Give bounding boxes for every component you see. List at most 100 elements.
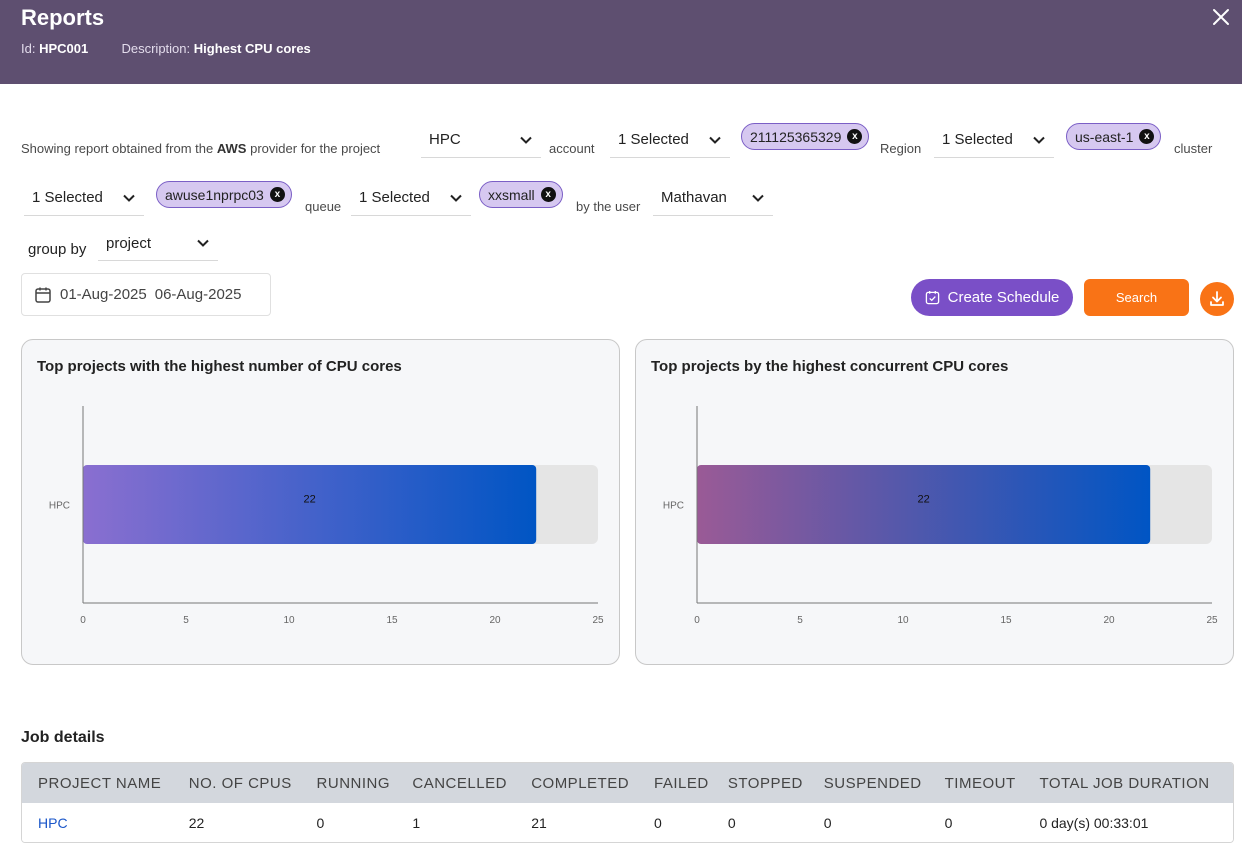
groupby-label: group by bbox=[28, 241, 87, 258]
column-header: RUNNING bbox=[300, 763, 397, 803]
project-dropdown[interactable]: HPC bbox=[421, 122, 541, 158]
account-dropdown[interactable]: 1 Selected bbox=[610, 122, 730, 158]
cluster-chip-label: awuse1nprpc03 bbox=[165, 186, 264, 203]
calendar-icon bbox=[35, 287, 51, 303]
column-header: NO. OF CPUS bbox=[172, 763, 301, 803]
date-end: 06-Aug-2025 bbox=[154, 286, 242, 303]
tick-label: 15 bbox=[386, 615, 398, 626]
queue-dropdown-value: 1 Selected bbox=[359, 189, 430, 206]
download-button[interactable] bbox=[1200, 282, 1234, 316]
remove-chip-icon[interactable]: x bbox=[847, 129, 863, 144]
tick-label: 5 bbox=[797, 615, 803, 626]
job-details-table: PROJECT NAME NO. OF CPUS RUNNING CANCELLED C… bbox=[21, 762, 1234, 843]
tick-label: 10 bbox=[897, 615, 909, 626]
groupby-dropdown[interactable]: project bbox=[98, 226, 218, 261]
chevron-down-icon bbox=[709, 136, 721, 144]
chart-title: Top projects with the highest number of … bbox=[37, 358, 402, 375]
chart-card-cpu-cores: Top projects with the highest number of … bbox=[21, 339, 620, 665]
table-cell: 0 bbox=[637, 803, 712, 842]
bar bbox=[83, 465, 537, 544]
table-cell: 0 bbox=[928, 803, 1024, 842]
groupby-dropdown-value: project bbox=[106, 234, 152, 252]
category-label: HPC bbox=[49, 501, 70, 512]
account-chip-label: 211125365329 bbox=[750, 128, 842, 145]
page-title: Reports bbox=[21, 5, 105, 30]
region-dropdown[interactable]: 1 Selected bbox=[934, 122, 1054, 158]
date-start: 01-Aug-2025 bbox=[60, 286, 147, 303]
cpu-cores-bar-chart: HPC 22 0 5 10 15 20 25 bbox=[49, 406, 604, 626]
tick-label: 0 bbox=[694, 615, 700, 626]
queue-dropdown[interactable]: 1 Selected bbox=[351, 180, 471, 216]
tick-label: 25 bbox=[592, 615, 604, 626]
table-cell: 21 bbox=[515, 803, 638, 842]
column-header: STOPPED bbox=[711, 763, 808, 803]
id-value: HPC001 bbox=[39, 41, 89, 56]
account-label: account bbox=[549, 141, 595, 156]
description-label: Description: bbox=[121, 41, 191, 56]
create-schedule-label: Create Schedule bbox=[947, 289, 1060, 306]
table-body: HPC 22 0 1 21 0 0 0 0 0 day(s) 00:33:01 bbox=[22, 803, 1233, 842]
chart-card-concurrent-cpu: Top projects by the highest concurrent C… bbox=[635, 339, 1234, 665]
close-icon[interactable] bbox=[1210, 6, 1232, 28]
column-header: CANCELLED bbox=[396, 763, 516, 803]
table-header-row: PROJECT NAME NO. OF CPUS RUNNING CANCELLED C… bbox=[22, 763, 1233, 803]
queue-chip-label: xxsmall bbox=[488, 186, 535, 203]
data-label: 22 bbox=[917, 494, 929, 506]
bar bbox=[697, 465, 1151, 544]
column-header: TOTAL JOB DURATION bbox=[1023, 763, 1233, 803]
chart-title: Top projects by the highest concurrent C… bbox=[651, 358, 1009, 375]
table-cell: 0 bbox=[300, 803, 397, 842]
account-dropdown-value: 1 Selected bbox=[618, 131, 689, 148]
table-row: HPC 22 0 1 21 0 0 0 0 0 day(s) 00:33:01 bbox=[22, 803, 1233, 842]
chevron-down-icon bbox=[197, 239, 209, 247]
create-schedule-button[interactable]: Create Schedule bbox=[911, 279, 1073, 316]
column-header: COMPLETED bbox=[515, 763, 638, 803]
download-icon bbox=[1210, 291, 1224, 306]
tick-label: 10 bbox=[283, 615, 295, 626]
account-chip: 211125365329 x bbox=[741, 123, 870, 150]
provider-name: AWS bbox=[216, 141, 247, 156]
id-label: Id: bbox=[21, 41, 36, 56]
table-cell: 1 bbox=[396, 803, 516, 842]
region-chip-label: us-east-1 bbox=[1075, 128, 1134, 145]
column-header: TIMEOUT bbox=[928, 763, 1024, 803]
intro-suffix: provider for the project bbox=[250, 141, 381, 156]
description-value: Highest CPU cores bbox=[193, 41, 311, 56]
remove-chip-icon[interactable]: x bbox=[540, 187, 556, 202]
tick-label: 25 bbox=[1206, 615, 1218, 626]
tick-label: 5 bbox=[183, 615, 189, 626]
user-label: by the user bbox=[576, 199, 641, 214]
project-dropdown-value: HPC bbox=[429, 131, 461, 148]
tick-label: 20 bbox=[489, 615, 501, 626]
concurrent-cpu-bar-chart: HPC 22 0 5 10 15 20 25 bbox=[663, 406, 1218, 626]
column-header: FAILED bbox=[637, 763, 712, 803]
queue-chip: xxsmall x bbox=[479, 181, 563, 208]
report-intro-text: Showing report obtained from the AWS pro… bbox=[21, 141, 380, 156]
table-cell: 0 bbox=[807, 803, 929, 842]
queue-label: queue bbox=[305, 199, 342, 214]
data-label: 22 bbox=[303, 494, 315, 506]
category-label: HPC bbox=[663, 501, 684, 512]
job-details-title: Job details bbox=[21, 729, 105, 746]
cluster-chip: awuse1nprpc03 x bbox=[156, 181, 292, 208]
region-dropdown-value: 1 Selected bbox=[942, 131, 1013, 148]
cluster-dropdown-value: 1 Selected bbox=[32, 189, 103, 206]
table-cell: 0 bbox=[711, 803, 808, 842]
project-link[interactable]: HPC bbox=[22, 803, 173, 842]
remove-chip-icon[interactable]: x bbox=[1139, 129, 1155, 144]
column-header: PROJECT NAME bbox=[22, 763, 173, 803]
chevron-down-icon bbox=[520, 136, 532, 144]
column-header: SUSPENDED bbox=[807, 763, 929, 803]
remove-chip-icon[interactable]: x bbox=[269, 187, 285, 202]
calendar-check-icon bbox=[925, 290, 939, 305]
cluster-label: cluster bbox=[1174, 141, 1213, 156]
date-range-picker[interactable]: 01-Aug-2025 06-Aug-2025 bbox=[21, 273, 271, 316]
tick-label: 15 bbox=[1000, 615, 1012, 626]
report-header: Reports Id: HPC001 Description: Highest … bbox=[0, 0, 1242, 84]
chevron-down-icon bbox=[752, 194, 764, 202]
user-dropdown[interactable]: Mathavan bbox=[653, 180, 773, 216]
tick-label: 20 bbox=[1103, 615, 1115, 626]
search-button[interactable]: Search bbox=[1084, 279, 1189, 316]
chevron-down-icon bbox=[450, 194, 462, 202]
cluster-dropdown[interactable]: 1 Selected bbox=[24, 180, 144, 216]
